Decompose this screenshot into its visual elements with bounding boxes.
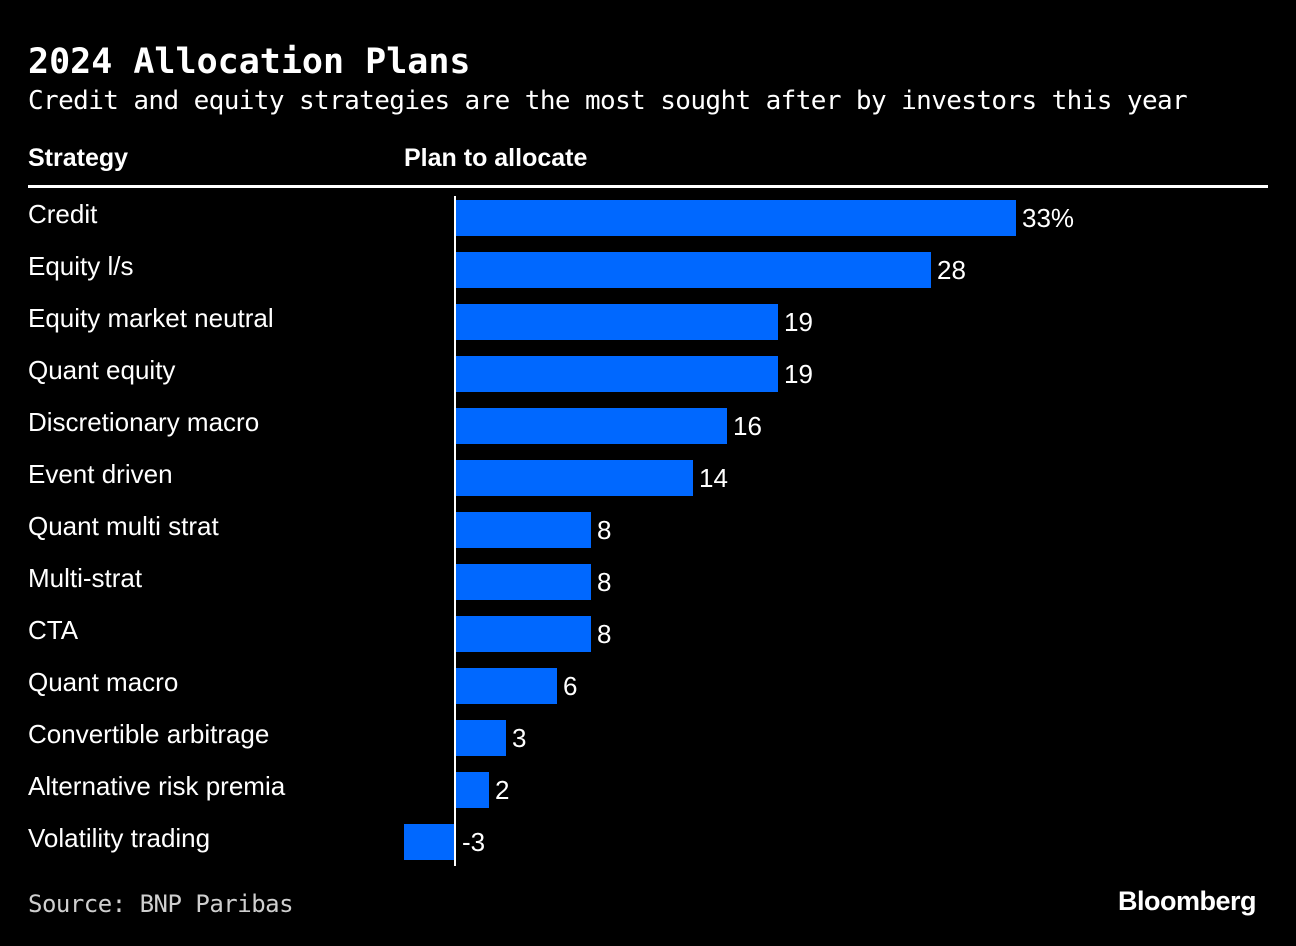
category-label: Quant equity bbox=[28, 355, 175, 385]
bar bbox=[455, 408, 727, 444]
value-label: 16 bbox=[733, 411, 762, 441]
value-label: 8 bbox=[597, 515, 611, 545]
value-label: 28 bbox=[937, 255, 966, 285]
bar bbox=[455, 720, 506, 756]
value-label: 3 bbox=[512, 723, 526, 753]
category-label: Quant macro bbox=[28, 667, 178, 697]
value-label: 8 bbox=[597, 567, 611, 597]
value-label: 2 bbox=[495, 775, 509, 805]
header-rule bbox=[28, 185, 1268, 188]
value-label: 19 bbox=[784, 359, 813, 389]
category-label: Discretionary macro bbox=[28, 407, 259, 437]
category-label: Event driven bbox=[28, 459, 173, 489]
category-label: Convertible arbitrage bbox=[28, 719, 269, 749]
bar bbox=[455, 668, 557, 704]
value-label: 33% bbox=[1022, 203, 1074, 233]
value-label: 8 bbox=[597, 619, 611, 649]
bar bbox=[455, 512, 591, 548]
category-label: Equity market neutral bbox=[28, 303, 274, 333]
category-label: Equity l/s bbox=[28, 251, 134, 281]
category-label: Volatility trading bbox=[28, 823, 210, 853]
category-label: Credit bbox=[28, 199, 98, 229]
category-label: CTA bbox=[28, 615, 79, 645]
bar bbox=[455, 304, 778, 340]
bar bbox=[455, 200, 1016, 236]
bars-layer bbox=[404, 200, 1016, 860]
column-header-plan: Plan to allocate bbox=[404, 144, 588, 172]
bloomberg-logo: Bloomberg bbox=[1117, 886, 1257, 916]
bar bbox=[455, 616, 591, 652]
category-label: Quant multi strat bbox=[28, 511, 220, 541]
bar bbox=[455, 356, 778, 392]
category-label: Alternative risk premia bbox=[28, 771, 286, 801]
bar bbox=[404, 824, 455, 860]
category-label: Multi-strat bbox=[28, 563, 143, 593]
bar bbox=[455, 564, 591, 600]
column-header-strategy: Strategy bbox=[28, 144, 129, 172]
chart-subtitle: Credit and equity strategies are the mos… bbox=[28, 86, 1188, 116]
value-label: -3 bbox=[462, 827, 485, 857]
bar bbox=[455, 252, 931, 288]
value-label: 14 bbox=[699, 463, 728, 493]
chart-title: 2024 Allocation Plans bbox=[28, 42, 471, 82]
bar bbox=[455, 772, 489, 808]
bar bbox=[455, 460, 693, 496]
value-label: 19 bbox=[784, 307, 813, 337]
source-note: Source: BNP Paribas bbox=[28, 890, 294, 918]
value-label: 6 bbox=[563, 671, 577, 701]
